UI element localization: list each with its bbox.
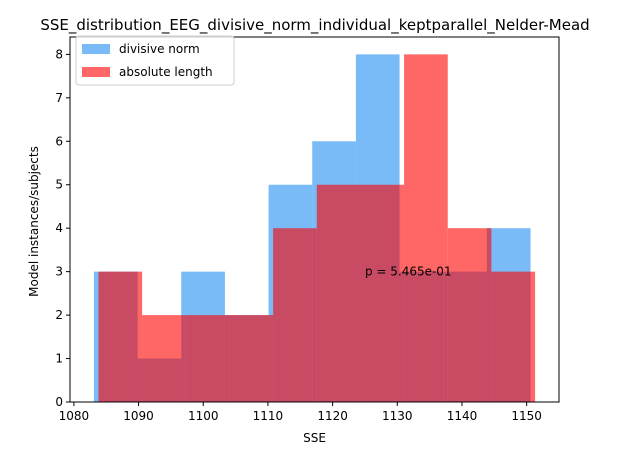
y-axis-ticks: 0 1 2 3 4 5 6 7 8 bbox=[55, 47, 70, 409]
histogram-bar bbox=[404, 54, 448, 402]
y-axis-label: Model instances/subjects bbox=[27, 146, 41, 297]
y-tick-label: 6 bbox=[55, 134, 63, 148]
y-tick-label: 4 bbox=[55, 221, 63, 235]
x-axis-label: SSE bbox=[303, 431, 326, 445]
p-value-annotation: p = 5.465e-01 bbox=[365, 265, 452, 279]
x-tick-label: 1080 bbox=[59, 409, 90, 423]
histogram-bar bbox=[229, 315, 274, 402]
y-tick-label: 7 bbox=[55, 91, 63, 105]
y-tick-label: 0 bbox=[55, 395, 63, 409]
histogram-bar bbox=[142, 315, 186, 402]
y-tick-label: 8 bbox=[55, 47, 63, 61]
legend-box bbox=[75, 35, 235, 86]
annotations-layer: p = 5.465e-01 bbox=[365, 265, 452, 279]
y-tick-label: 1 bbox=[55, 352, 63, 366]
x-tick-label: 1110 bbox=[253, 409, 284, 423]
bars-layer bbox=[93, 54, 536, 403]
x-tick-label: 1120 bbox=[317, 409, 348, 423]
chart-title: SSE_distribution_EEG_divisive_norm_indiv… bbox=[40, 16, 589, 35]
x-tick-label: 1150 bbox=[511, 409, 542, 423]
histogram-bar bbox=[273, 228, 317, 402]
y-tick-label: 2 bbox=[55, 308, 63, 322]
histogram-bar bbox=[316, 184, 361, 402]
y-tick-label: 5 bbox=[55, 178, 63, 192]
x-tick-label: 1100 bbox=[188, 409, 219, 423]
x-tick-label: 1090 bbox=[123, 409, 154, 423]
legend-label: absolute length bbox=[119, 65, 213, 79]
histogram-bar bbox=[98, 271, 143, 402]
x-axis-ticks: 1080 1090 1100 1110 1120 1130 1140 1150 bbox=[59, 402, 542, 423]
histogram-bar bbox=[360, 184, 405, 402]
histogram-bar bbox=[185, 315, 230, 402]
legend-swatch bbox=[82, 67, 110, 77]
plot-frame bbox=[69, 36, 560, 403]
legend: divisive norm absolute length bbox=[75, 35, 235, 86]
legend-label: divisive norm bbox=[119, 42, 200, 56]
x-tick-label: 1130 bbox=[382, 409, 413, 423]
y-tick-label: 3 bbox=[55, 265, 63, 279]
histogram-bar bbox=[447, 228, 492, 402]
legend-swatch bbox=[82, 44, 110, 54]
x-tick-label: 1140 bbox=[447, 409, 478, 423]
series-1-bars bbox=[98, 54, 536, 402]
histogram-bar bbox=[491, 271, 536, 402]
